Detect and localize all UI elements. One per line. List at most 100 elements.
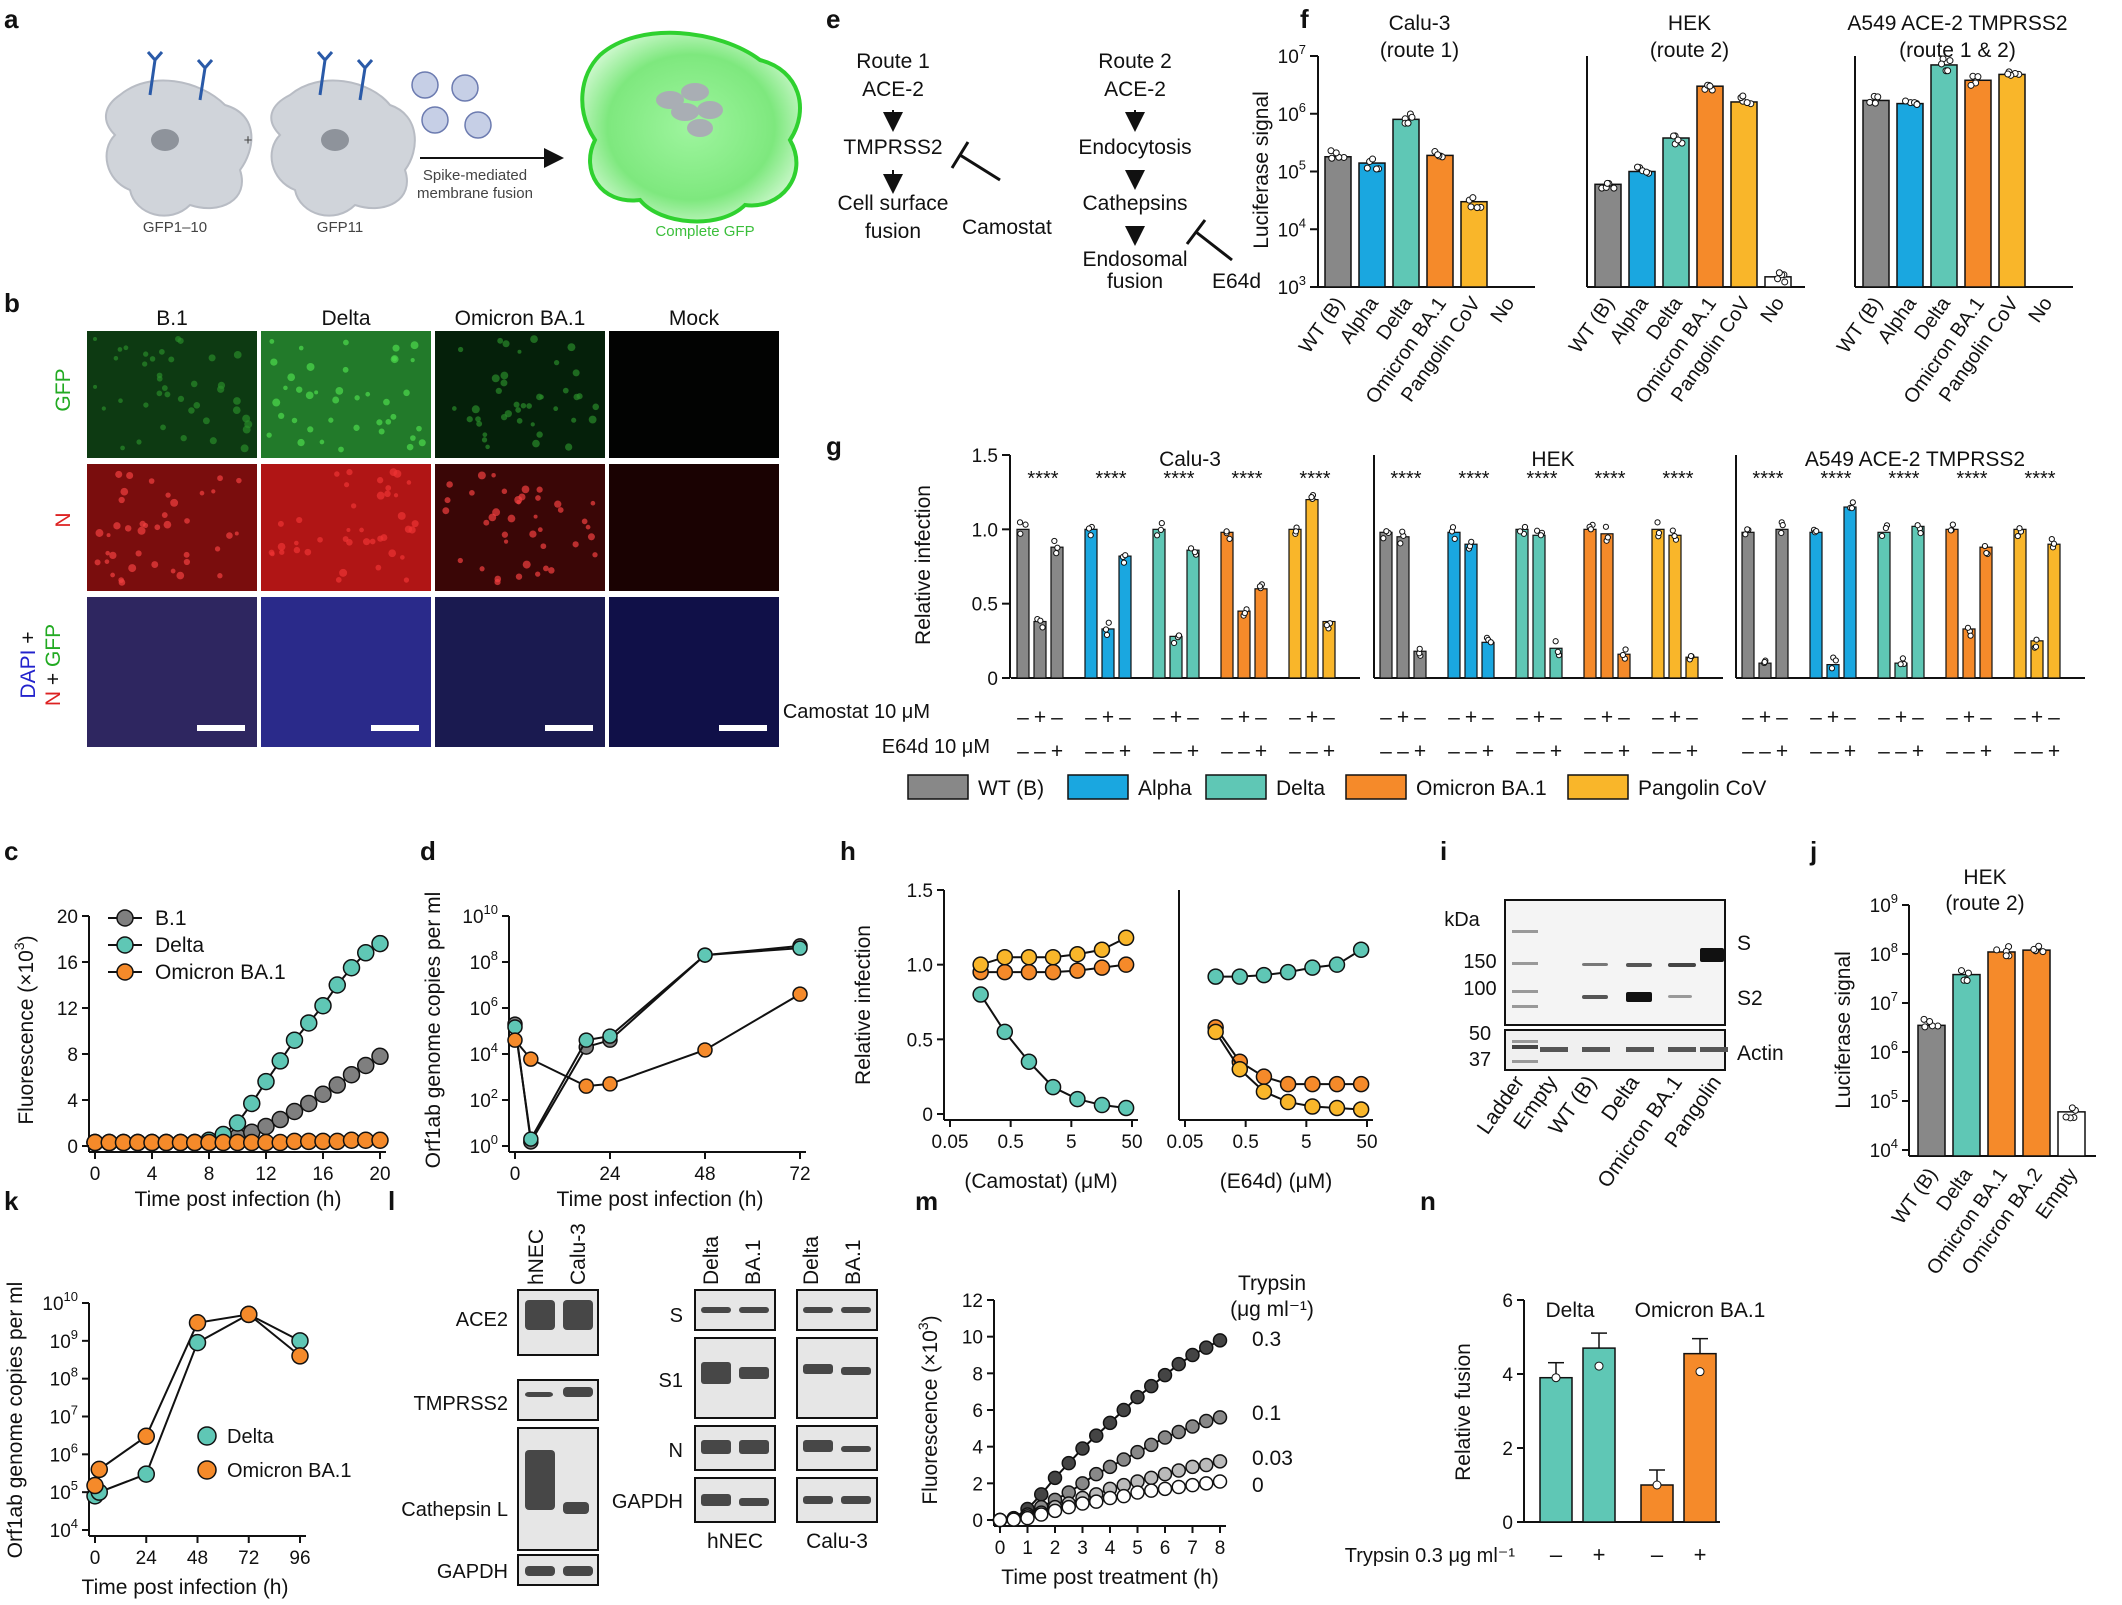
camostat-sign: –: [1153, 706, 1165, 729]
blot-band: [841, 1446, 871, 1452]
data-point: [602, 1076, 618, 1092]
group-subtitle: (route 2): [1650, 39, 1729, 62]
data-point: [1069, 962, 1086, 979]
actin-band: [1700, 1047, 1728, 1052]
micrograph-cell-dot: [214, 546, 221, 552]
micrograph-cell-dot: [128, 564, 137, 573]
lane-label: Delta: [700, 1236, 723, 1285]
micrograph-cell-dot: [446, 481, 453, 488]
bar: [1651, 528, 1665, 679]
micrograph-cell-dot: [581, 518, 588, 525]
legend-marker: [116, 936, 134, 954]
x-tick-label: 4: [147, 1164, 158, 1185]
micrograph-image: [87, 597, 257, 747]
data-point: [314, 1085, 332, 1103]
panel-b-micrographs: B.1 Delta Omicron BA.1 Mock GFP N DAPI + N …: [17, 307, 779, 747]
bar: [1696, 85, 1724, 288]
e64d-sign: –: [1017, 740, 1029, 763]
group-subtitle: (route 1 & 2): [1899, 39, 2016, 62]
camostat-sign: –: [1448, 706, 1460, 729]
tick-base: 10: [1278, 105, 1299, 126]
significance-stars: ****: [1458, 468, 1489, 490]
blot-membrane-top: [1504, 899, 1726, 1026]
row-label-n: N: [52, 512, 75, 527]
data-point: [972, 986, 989, 1003]
data-point: [1328, 1099, 1346, 1117]
micrograph-cell-dot: [406, 443, 414, 451]
band-label-s: S: [1737, 932, 1751, 955]
bar: [1843, 506, 1857, 679]
trypsin-sign: +: [1593, 1542, 1606, 1567]
chart-subtitle: (route 2): [1945, 892, 2024, 915]
data-point: [1212, 1333, 1228, 1348]
legend-label: Delta: [227, 1426, 275, 1448]
bar: [1862, 99, 1890, 288]
series-line: [514, 947, 801, 1143]
blot-strip: [796, 1337, 878, 1419]
ladder-band: [1512, 1060, 1538, 1063]
series-line: [514, 944, 801, 1145]
micrograph-cell-dot: [442, 507, 450, 515]
micrograph-cell-dot: [390, 355, 399, 364]
micrograph-cell-dot: [536, 486, 543, 493]
micrograph-cell-dot: [305, 391, 314, 400]
data-point: [1778, 529, 1785, 537]
camostat-sign: –: [1652, 706, 1664, 729]
data-point: [314, 996, 332, 1015]
data-point: [1671, 532, 1678, 540]
micrograph-cell-dot: [406, 480, 412, 485]
micrograph-cell-dot: [120, 487, 129, 496]
y-tick-label: 0: [1502, 1513, 1513, 1534]
camostat-sign: +: [1759, 706, 1771, 729]
panel-l-western-blot: hNEC Calu-3 ACE2 TMPRSS2 Cathepsin L GAPDH Del…: [401, 1223, 878, 1586]
micrograph-cell-dot: [543, 565, 549, 572]
y-tick-label: 104: [1278, 215, 1306, 241]
camostat-sign: +: [1465, 706, 1477, 729]
data-point: [1207, 968, 1224, 985]
micrograph-cell-dot: [277, 520, 284, 527]
legend-label: WT (B): [978, 777, 1044, 800]
micrograph-cell-dot: [553, 359, 560, 366]
data-point: [1397, 540, 1404, 547]
y-tick-label: 8: [67, 1045, 78, 1066]
significance-stars: ****: [1888, 468, 1919, 490]
y-tick-label: 107: [1278, 42, 1306, 68]
data-point: [996, 963, 1014, 981]
data-point: [1039, 624, 1046, 631]
data-point: [328, 976, 346, 994]
camostat-sign: –: [1686, 706, 1698, 729]
ladder-band: [1512, 1040, 1538, 1043]
e64d-sign: +: [1119, 740, 1131, 763]
data-point: [996, 948, 1014, 966]
micrograph-cell-dot: [161, 512, 168, 518]
tick-base: 10: [1278, 278, 1299, 299]
e64d-sign: –: [1652, 740, 1664, 763]
y-tick-label: 0: [922, 1105, 933, 1126]
data-point: [1468, 538, 1475, 545]
data-point: [1170, 639, 1178, 647]
route2-step: ACE-2: [1104, 78, 1166, 101]
data-point: [1051, 537, 1058, 545]
panel-h-chart: Relative infection 0.05 0.5 5 50 0 0.5 1.0 1.5 (C…: [852, 881, 1378, 1193]
micrograph-cell-dot: [124, 525, 132, 532]
micrograph-cell-dot: [418, 439, 426, 447]
micrograph-cell-dot: [380, 534, 388, 542]
blot-band: [1668, 995, 1692, 998]
x-tick-label: 2: [1050, 1538, 1061, 1559]
data-point: [1449, 524, 1457, 531]
data-point: [1199, 1457, 1214, 1473]
micrograph-cell-dot: [278, 412, 285, 420]
cell-gfp1-10-shape: [105, 79, 253, 217]
micrograph-cell-dot: [533, 514, 538, 519]
micrograph-cell-dot: [530, 335, 538, 343]
micrograph-cell-dot: [403, 389, 410, 397]
camostat-sign: +: [1102, 706, 1114, 729]
data-point: [792, 986, 808, 1002]
micrograph-cell-dot: [110, 572, 115, 578]
group-title: HEK: [1668, 12, 1711, 35]
x-tick-label: 72: [238, 1548, 259, 1569]
bar: [1600, 533, 1614, 679]
data-point: [1256, 583, 1264, 590]
